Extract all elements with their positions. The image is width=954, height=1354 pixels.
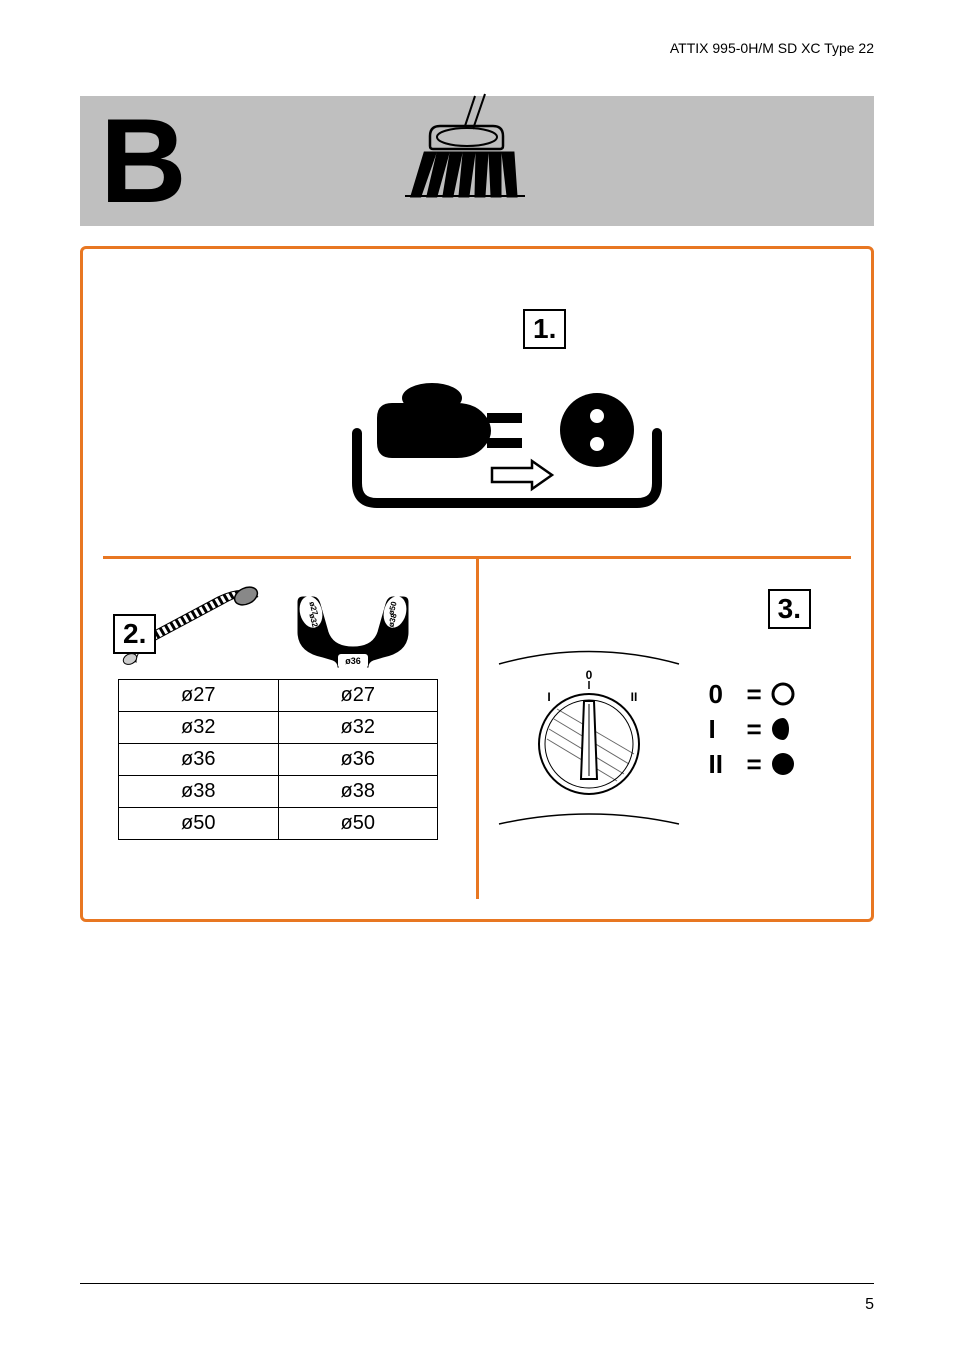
section-letter: B xyxy=(100,101,187,221)
legend-row-1: I = xyxy=(709,714,796,745)
vacuum-head-icon xyxy=(380,91,580,241)
circle-half-icon xyxy=(770,716,796,742)
circle-empty-icon xyxy=(770,681,796,707)
step-2-3-row: 2. xyxy=(103,559,851,899)
svg-text:0: 0 xyxy=(585,668,592,682)
section-header: B xyxy=(80,96,874,226)
table-row: ø32 ø32 xyxy=(119,712,438,744)
diameter-table: ø27 ø27 ø32 ø32 ø36 ø36 ø38 ø38 ø50 ø5 xyxy=(118,679,438,840)
step-1-label: 1. xyxy=(523,309,566,349)
svg-text:I: I xyxy=(547,690,550,704)
footer-divider xyxy=(80,1283,874,1284)
switch-dial-icon: 0 I II xyxy=(489,609,689,849)
table-row: ø27 ø27 xyxy=(119,680,438,712)
page-number: 5 xyxy=(865,1296,874,1314)
switch-legend: 0 = I = II = xyxy=(709,675,796,784)
step-2-panel: 2. xyxy=(103,559,479,899)
circle-full-icon xyxy=(770,751,796,777)
diameter-dial-icon: ø27 ø32 ø50 ø38 ø36 xyxy=(273,579,433,679)
table-row: ø36 ø36 xyxy=(119,744,438,776)
legend-row-0: 0 = xyxy=(709,679,796,710)
table-row: ø50 ø50 xyxy=(119,808,438,840)
svg-text:ø36: ø36 xyxy=(345,656,361,666)
plug-socket-icon xyxy=(237,303,717,523)
step-3-label: 3. xyxy=(768,589,811,629)
legend-row-2: II = xyxy=(709,749,796,780)
table-row: ø38 ø38 xyxy=(119,776,438,808)
step-2-label: 2. xyxy=(113,614,156,654)
product-header: ATTIX 995-0H/M SD XC Type 22 xyxy=(80,40,874,56)
step-1-panel: 1. xyxy=(103,269,851,559)
instruction-diagram: 1. 2. xyxy=(80,246,874,922)
step-3-panel: 3. 0 I II xyxy=(479,559,852,899)
svg-text:II: II xyxy=(630,690,637,704)
